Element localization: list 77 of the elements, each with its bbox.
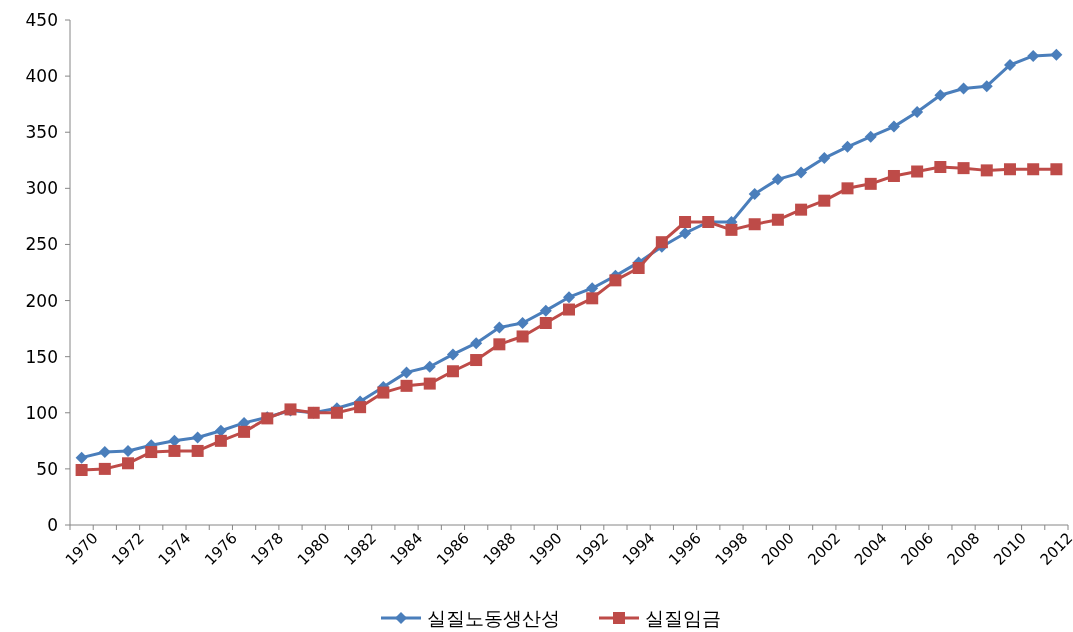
point [1003, 163, 1016, 176]
point [493, 321, 506, 334]
point [1050, 163, 1063, 176]
point [771, 173, 784, 186]
y-tick-label: 150 [25, 346, 58, 367]
point [98, 446, 111, 459]
point [470, 354, 483, 367]
point [795, 203, 808, 216]
point [841, 182, 854, 195]
point [330, 406, 343, 419]
point [1050, 48, 1063, 61]
point [632, 262, 645, 275]
point [864, 130, 877, 143]
point [934, 89, 947, 102]
point [493, 338, 506, 351]
y-tick-label: 350 [25, 122, 58, 143]
y-tick-label: 100 [25, 402, 58, 423]
y-tick-label: 300 [25, 178, 58, 199]
y-tick-label: 250 [25, 234, 58, 255]
point [586, 292, 599, 305]
point [516, 317, 529, 329]
y-tick-label: 0 [47, 515, 58, 535]
point [145, 446, 158, 459]
point [980, 164, 993, 177]
point [655, 236, 668, 249]
point [563, 291, 575, 304]
point [679, 227, 692, 240]
legend-label: 실질노동생산성 [427, 607, 560, 629]
point [214, 434, 227, 447]
point [75, 464, 88, 477]
y-tick-label: 200 [25, 290, 58, 311]
point [238, 425, 251, 438]
point [354, 401, 367, 414]
point [563, 303, 575, 316]
y-tick-label: 50 [36, 458, 58, 479]
point [539, 304, 552, 317]
y-tick-label: 450 [25, 10, 58, 30]
point [887, 169, 900, 182]
point [122, 444, 135, 457]
y-tick-label: 400 [25, 66, 58, 87]
point [516, 330, 529, 343]
point [934, 161, 947, 174]
point [377, 386, 390, 399]
point [400, 379, 413, 392]
point [191, 444, 204, 457]
point [818, 194, 831, 207]
point [980, 80, 993, 93]
point [748, 218, 761, 231]
point [771, 213, 784, 226]
point [423, 360, 436, 373]
point [446, 348, 459, 361]
point [748, 187, 761, 200]
point [818, 152, 831, 165]
point [841, 140, 854, 153]
legend-label: 실질임금 [645, 607, 721, 629]
point [400, 366, 413, 379]
point [470, 337, 483, 350]
point [957, 82, 970, 95]
point [168, 444, 181, 457]
point [539, 317, 552, 329]
point [864, 177, 877, 190]
point [609, 274, 622, 287]
point [1003, 58, 1016, 71]
point [679, 216, 692, 228]
point [191, 431, 204, 444]
point [957, 162, 970, 175]
point [911, 106, 924, 119]
point [75, 451, 88, 464]
point [446, 365, 459, 378]
point [725, 223, 738, 236]
point [1027, 163, 1040, 176]
point [98, 462, 111, 475]
point [122, 457, 135, 470]
point [423, 377, 436, 390]
point [911, 165, 924, 178]
point [887, 120, 900, 133]
point [795, 166, 808, 179]
